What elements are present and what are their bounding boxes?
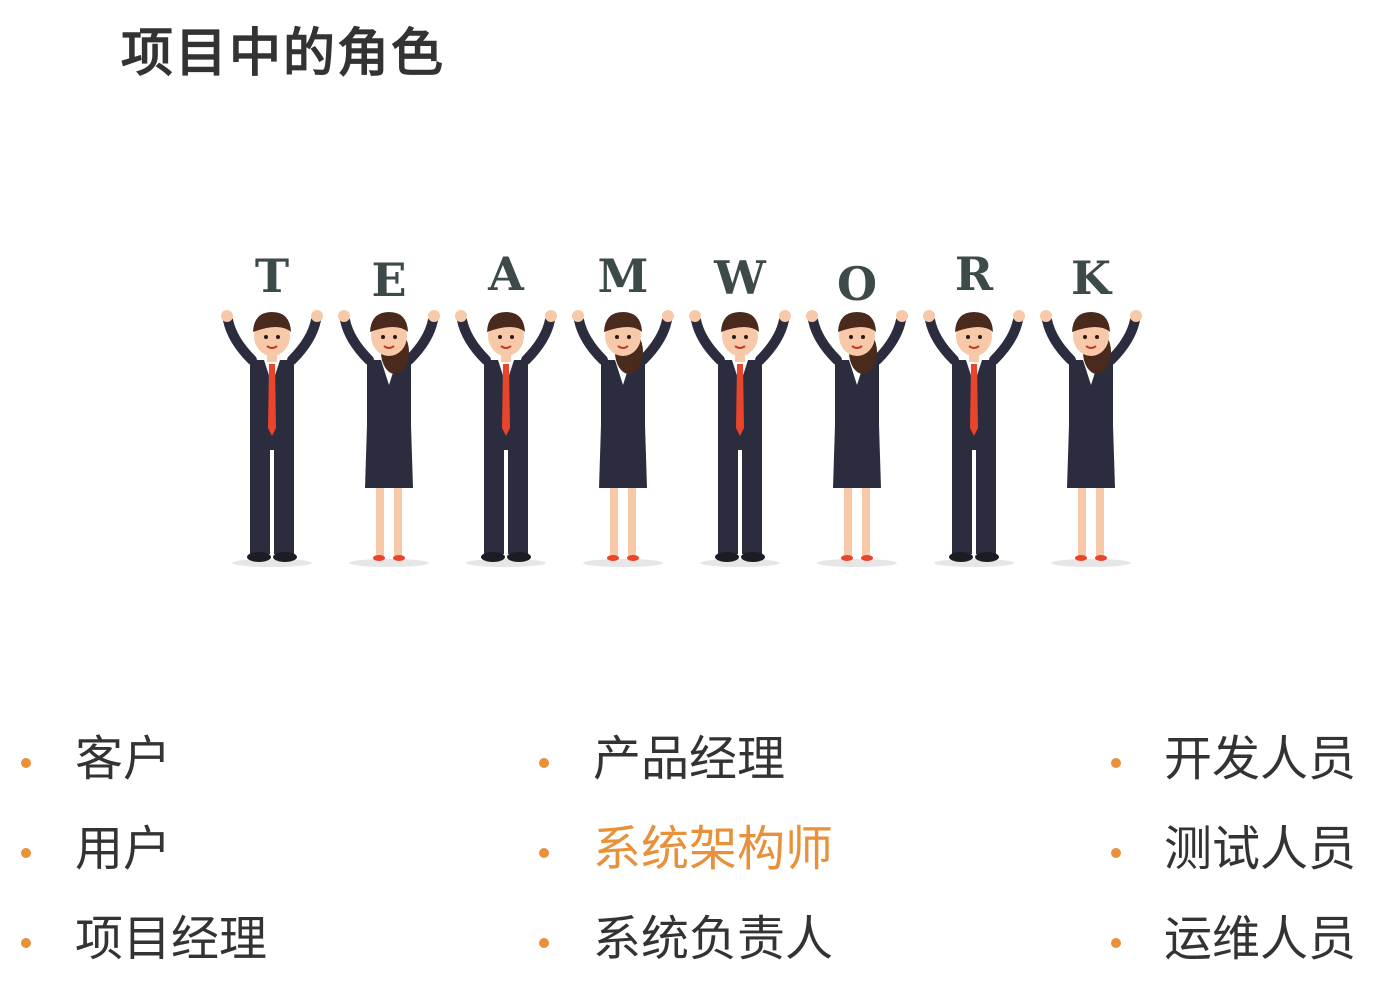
team-member-figure (689, 310, 791, 567)
role-label: 开发人员 (1164, 731, 1357, 787)
banner-letter-k: K (1071, 251, 1113, 305)
bullet-dot (21, 758, 31, 768)
page-title: 项目中的角色 (121, 24, 446, 84)
banner-letter-a: A (487, 247, 525, 301)
bullet-dot (21, 848, 31, 858)
role-label: 系统负责人 (593, 911, 834, 967)
team-member-figure (806, 310, 908, 567)
banner-letter-w: W (713, 251, 767, 305)
bullet-dot (539, 938, 549, 948)
role-label: 测试人员 (1164, 821, 1357, 877)
role-label: 产品经理 (593, 731, 786, 787)
bullet-dot (21, 938, 31, 948)
banner-letter-t: T (255, 249, 289, 303)
team-member-figure (338, 310, 440, 567)
banner-letter-r: R (955, 247, 994, 301)
team-member-figure (572, 310, 674, 567)
banner-letter-o: O (837, 257, 877, 311)
bullet-dot (539, 758, 549, 768)
role-label: 客户 (75, 731, 172, 787)
bullet-dot (1111, 848, 1121, 858)
banner-letter-e: E (371, 253, 406, 307)
role-label: 项目经理 (75, 911, 268, 967)
team-member-figure (1040, 310, 1142, 567)
role-label-highlighted: 系统架构师 (593, 821, 834, 877)
bullet-dot (539, 848, 549, 858)
bullet-dot (1111, 758, 1121, 768)
role-label: 运维人员 (1164, 911, 1357, 967)
role-label: 用户 (75, 821, 172, 877)
team-member-figure (221, 310, 323, 567)
team-member-figure (455, 310, 557, 567)
team-member-figure (923, 310, 1025, 567)
bullet-dot (1111, 938, 1121, 948)
banner-letter-m: M (598, 249, 649, 303)
